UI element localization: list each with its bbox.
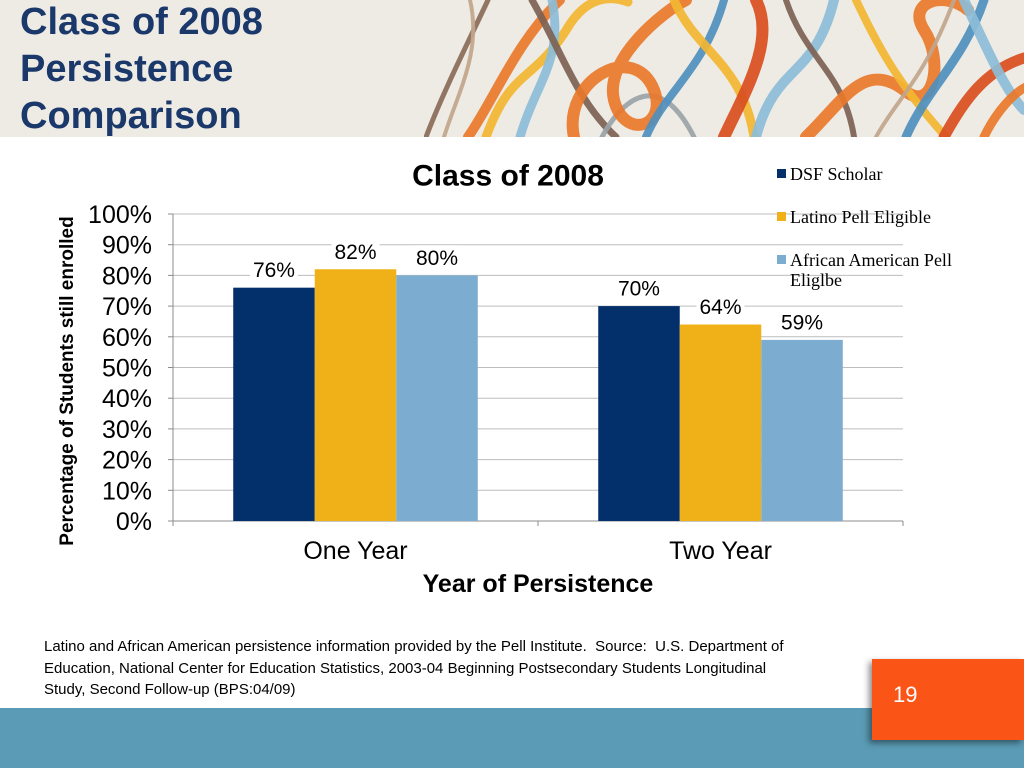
slide-title: Class of 2008 Persistence Comparison — [20, 0, 263, 140]
y-tick-label: 30% — [102, 416, 152, 444]
data-label-background — [413, 245, 462, 270]
ribbon-stroke — [669, 0, 759, 137]
x-axis-title: Year of Persistence — [423, 570, 654, 598]
y-tick-label: 80% — [102, 262, 152, 290]
category-label: Two Year — [669, 537, 772, 565]
ribbon-stroke — [642, 0, 728, 137]
ribbon-stroke — [515, 0, 560, 137]
bar-chart: 76% 82% 80% 70% 64% 59% 0% 10%20% 30% 40%50% 60% 70… — [57, 160, 904, 598]
y-tick-label: 40% — [102, 385, 152, 413]
legend-label: Latino Pell Eligible — [790, 207, 931, 227]
y-tick-label: 90% — [102, 232, 152, 260]
y-tick-label: 50% — [102, 355, 152, 383]
data-label-background — [696, 294, 745, 319]
data-label-background — [249, 257, 298, 282]
ribbon-stroke — [528, 0, 620, 137]
source-footnote: Latino and African American persistence … — [44, 636, 784, 701]
ribbon-stroke — [874, 0, 956, 137]
legend-item-dsf-scholar: DSF Scholar — [777, 164, 977, 184]
legend-swatch — [777, 212, 786, 221]
slide-title-line: Comparison — [20, 95, 242, 137]
ribbon-stroke — [463, 0, 565, 137]
bar — [233, 287, 315, 521]
ribbon-stroke — [566, 0, 692, 137]
y-axis-title: Percentage of Students still enrolled — [57, 216, 78, 545]
slide-title-line: Class of 2008 — [20, 1, 263, 43]
bar — [598, 306, 680, 521]
data-label: 76% — [253, 259, 295, 282]
legend: DSF Scholar Latino Pell Eligible African… — [777, 164, 977, 313]
y-tick-label: 70% — [102, 293, 152, 321]
data-label: 59% — [781, 311, 823, 334]
ribbon-stroke — [751, 0, 839, 137]
legend-swatch — [777, 255, 786, 264]
legend-label: African American Pell Eliglbe — [790, 250, 952, 290]
ribbon-stroke — [718, 0, 769, 137]
bar — [679, 324, 762, 521]
page-number-box: 19 — [872, 659, 1024, 740]
ribbon-stroke — [442, 0, 476, 137]
bar — [396, 275, 478, 521]
y-tick-label: 20% — [102, 447, 152, 475]
footer-band — [0, 708, 1024, 768]
data-label-background — [778, 309, 827, 334]
category-label: One Year — [303, 537, 407, 565]
bars — [233, 269, 843, 521]
ribbon-stroke — [852, 0, 950, 137]
footnote-line: Study, Second Follow-up (BPS:04/09) — [44, 681, 296, 698]
data-label: 82% — [334, 241, 376, 264]
data-label-background — [614, 276, 663, 301]
footnote-line: Education, National Center for Education… — [44, 659, 767, 677]
ribbon-stroke — [959, 0, 1024, 115]
slide-title-line: Persistence — [20, 48, 234, 90]
bar — [314, 269, 397, 521]
ribbon-stroke — [599, 93, 697, 137]
data-label: 64% — [699, 296, 741, 319]
legend-label: DSF Scholar — [790, 164, 883, 184]
page-number: 19 — [893, 682, 918, 707]
ribbon-stroke — [979, 83, 1024, 137]
y-tick-label: 0% — [116, 508, 152, 536]
legend-swatch — [777, 169, 786, 178]
category-labels: One Year Two Year — [303, 537, 772, 565]
data-labels: 76% 82% 80% 70% 64% 59% — [249, 239, 827, 334]
legend-item-african-american-pell: African American Pell Eliglbe — [777, 250, 977, 290]
decorative-ribbons — [424, 0, 1024, 137]
y-tick-label: 60% — [102, 324, 152, 352]
bar — [761, 339, 843, 521]
data-label: 70% — [618, 278, 660, 301]
ribbon-stroke — [938, 52, 1024, 137]
footnote-line: Latino and African American persistence … — [44, 638, 784, 655]
y-tick-labels: 0% 10%20% 30% 40%50% 60% 70% 80%90% 100% — [88, 201, 152, 536]
ribbon-stroke — [424, 0, 491, 137]
y-tick-label: 10% — [102, 477, 152, 505]
data-label: 80% — [416, 247, 458, 270]
ribbon-stroke — [481, 0, 633, 137]
legend-item-latino-pell-eligible: Latino Pell Eligible — [777, 207, 977, 227]
title-banner — [0, 0, 1024, 137]
y-tick-label: 100% — [88, 201, 152, 229]
data-label-background — [331, 239, 380, 264]
chart-title: Class of 2008 — [412, 160, 604, 193]
ribbon-stroke — [783, 0, 857, 137]
